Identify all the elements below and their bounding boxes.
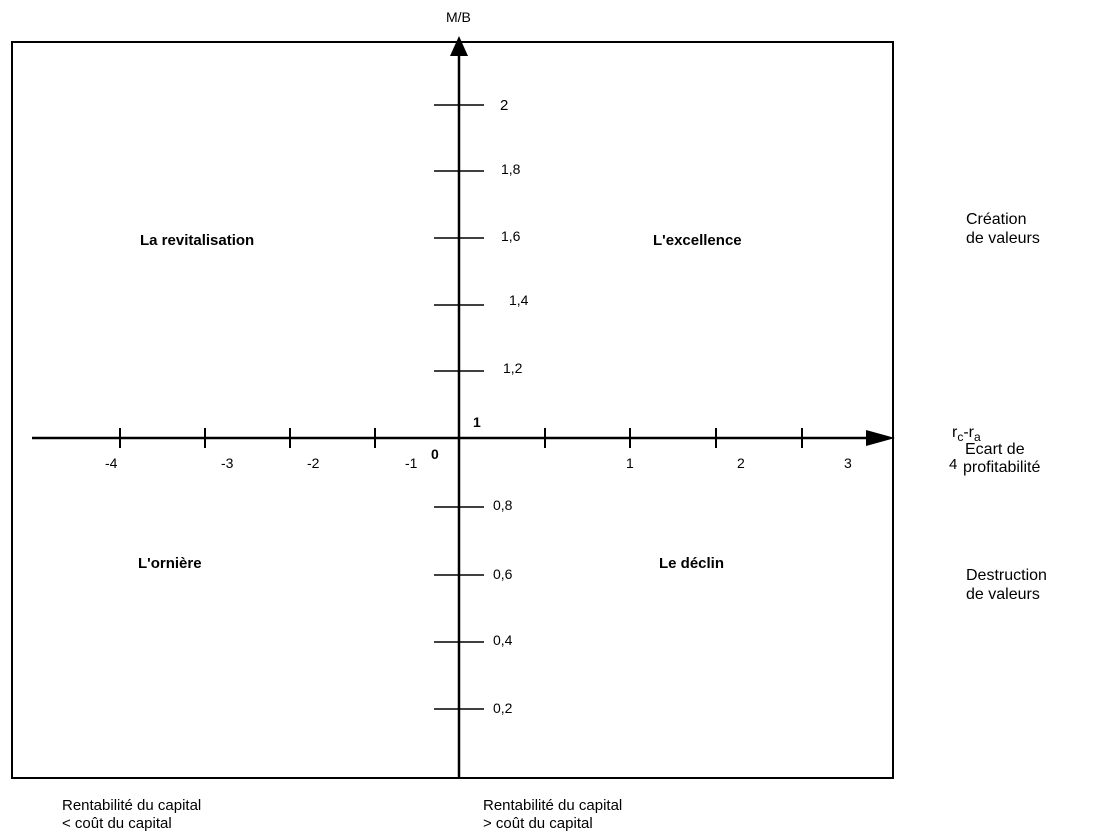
x-axis-sub-a: a	[973, 430, 981, 445]
y-tick-label: 0,8	[493, 497, 513, 513]
y-tick-label: 1,2	[503, 360, 523, 376]
x-tick-label: -4	[105, 455, 118, 471]
y-tick-label: 1,4	[509, 292, 529, 308]
destruction-label-line1: Destruction	[966, 567, 1047, 584]
x-tick-label: -3	[221, 455, 234, 471]
creation-label-line2: de valeurs	[966, 230, 1040, 247]
y-axis-arrow	[450, 36, 468, 56]
destruction-label-line2: de valeurs	[966, 586, 1040, 603]
quadrant-top-right-label: L'excellence	[653, 232, 742, 249]
y-tick-label: 1,6	[501, 228, 521, 244]
x-axis-sub-c: c	[957, 430, 964, 445]
creation-label-line1: Création	[966, 211, 1027, 228]
y-one-label: 1	[473, 414, 481, 430]
y-axis-label: M/B	[446, 9, 471, 25]
x-axis-symbol-r: r	[952, 424, 958, 441]
quadrant-top-left-label: La revitalisation	[140, 232, 255, 249]
footer-right-line1: Rentabilité du capital	[483, 797, 623, 814]
x-axis-symbol-sep: -r	[963, 424, 974, 441]
x-tick-label: -1	[405, 455, 418, 471]
y-tick-label: 0,6	[493, 566, 513, 582]
y-tick-label: 0,4	[493, 632, 513, 648]
x-axis-symbol: rc-ra	[952, 424, 981, 446]
x-tick-label: 1	[626, 455, 634, 471]
y-tick-label: 2	[500, 97, 509, 114]
y-tick-label: 0,2	[493, 700, 513, 716]
origin-label: 0	[431, 446, 439, 462]
x-tick-label: -2	[307, 455, 320, 471]
quadrant-bottom-right-label: Le déclin	[659, 555, 725, 572]
frame	[11, 41, 894, 779]
x-axis-label-line1: Ecart de	[965, 441, 1025, 458]
x-axis-arrow	[866, 430, 895, 446]
x-tick-label: 3	[844, 455, 852, 471]
footer-left-line2: < coût du capital	[62, 815, 172, 832]
x-axis-extra-tick: 4	[949, 456, 958, 473]
x-tick-label: 2	[737, 455, 745, 471]
x-axis-label-line2: profitabilité	[963, 459, 1041, 476]
footer-left-line1: Rentabilité du capital	[62, 797, 202, 814]
footer-right-line2: > coût du capital	[483, 815, 593, 832]
quadrant-bottom-left-label: L'ornière	[138, 555, 202, 572]
y-tick-label: 1,8	[501, 161, 521, 177]
